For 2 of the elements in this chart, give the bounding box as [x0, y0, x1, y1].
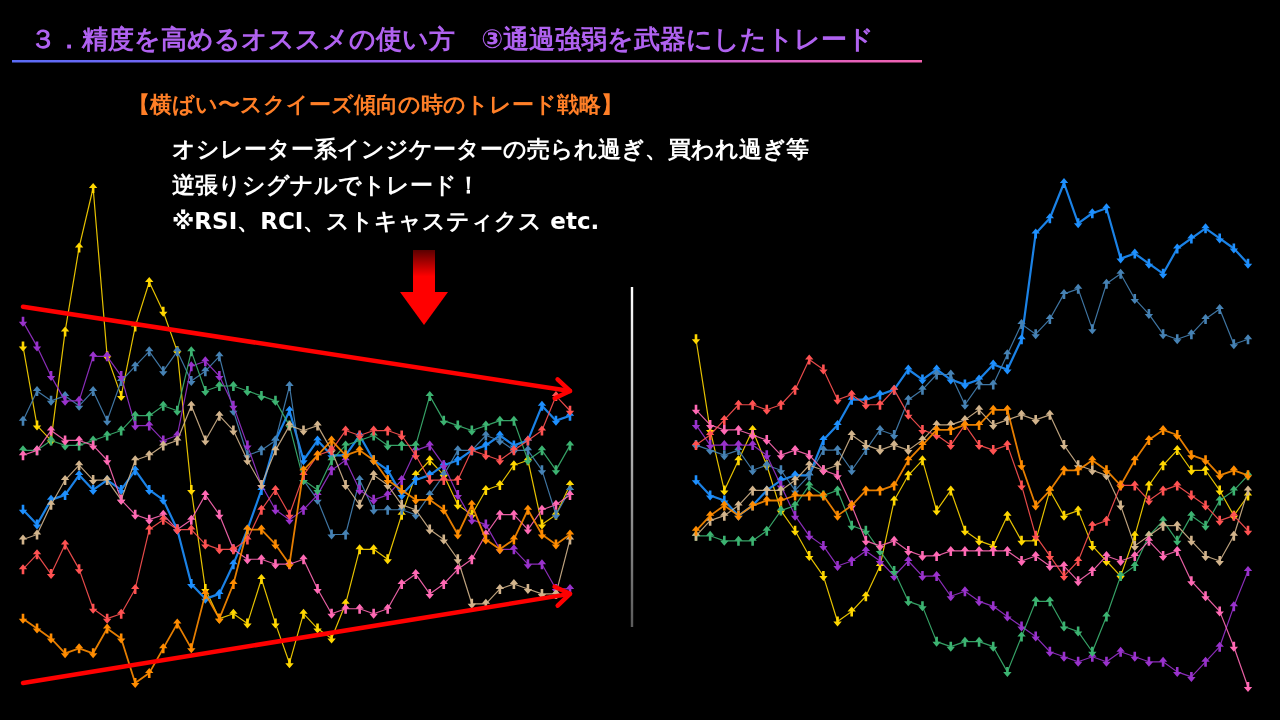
subtitle: 【横ばい〜スクイーズ傾向の時のトレード戦略】	[128, 92, 623, 117]
title: ３．精度を高めるオススメの使い方 ③通過強弱を武器にしたトレード	[30, 24, 874, 54]
